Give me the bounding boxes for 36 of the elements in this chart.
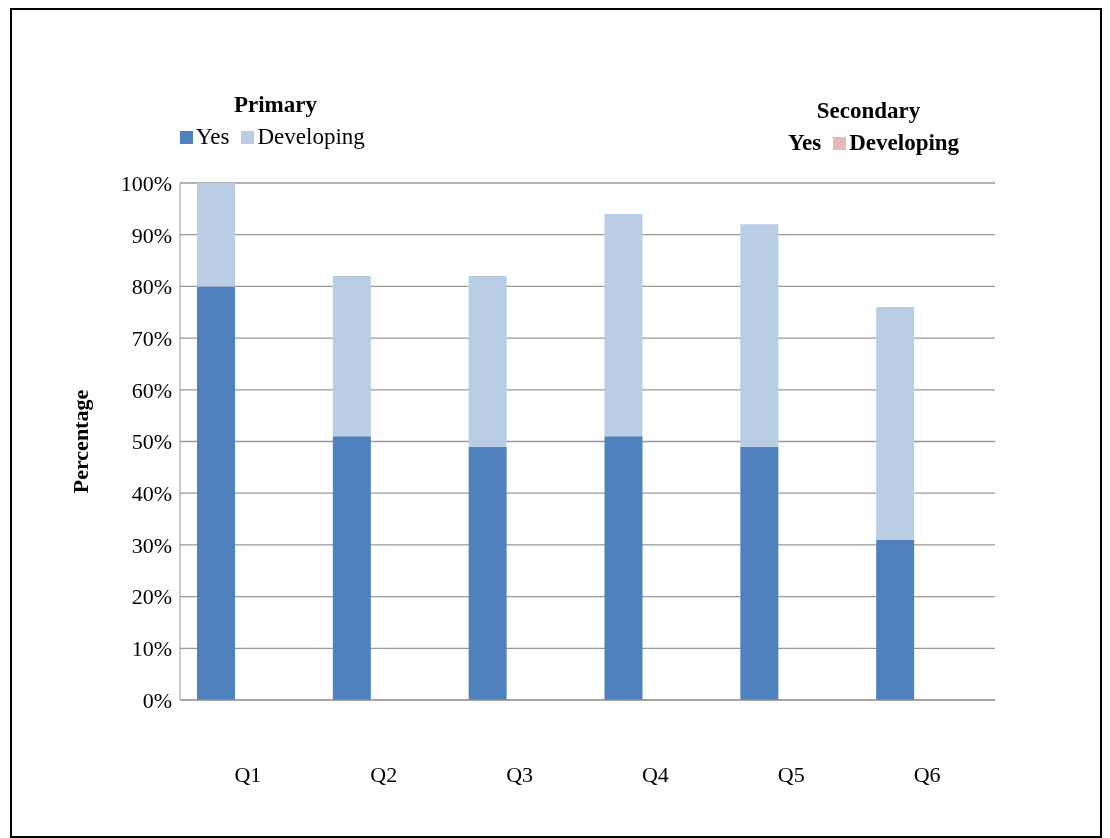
bar [876,539,915,700]
x-tick-label: Q6 [913,761,941,787]
bar [332,436,371,700]
bar [604,436,643,700]
y-tick-label: 0% [142,687,172,713]
x-tick-label: Q3 [506,761,534,787]
y-tick-label: 90% [131,222,172,248]
text: Secondary [815,98,922,124]
y-tick-label: 70% [131,325,172,351]
legend-label: Yes [196,124,230,150]
y-tick-label: 20% [131,584,172,610]
y-tick-label: 10% [131,636,172,662]
bar [197,183,235,287]
bar [740,446,779,700]
y-tick-label: 80% [131,274,172,300]
x-tick-label: Q2 [370,761,398,787]
y-axis-title: Percentage [67,389,93,494]
x-tick-label: Q5 [777,761,805,787]
x-tick-label: Q4 [641,761,669,787]
text: Yes [788,130,822,156]
bar [197,286,235,700]
y-tick-label: 50% [131,429,172,455]
bar [604,214,643,437]
bar [468,446,507,700]
legend-label: Developing [257,124,365,150]
text: Primary [232,92,318,118]
bar [468,276,507,447]
y-tick-label: 100% [120,170,172,196]
legend-label: Developing [849,130,960,156]
bar [740,224,779,447]
x-tick-label: Q1 [234,761,262,787]
y-tick-label: 40% [131,481,172,507]
y-tick-label: 60% [131,377,172,403]
bar [876,307,915,540]
bar [332,276,371,437]
y-tick-label: 30% [131,532,172,558]
